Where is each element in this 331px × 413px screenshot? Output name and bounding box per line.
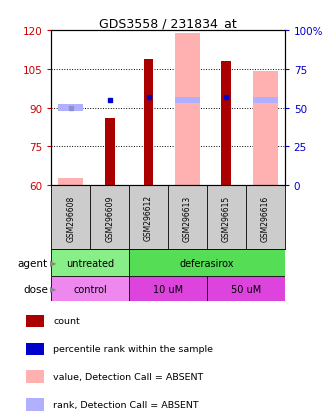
Bar: [58, 105, 83, 112]
Bar: [26, 343, 44, 355]
Text: deferasirox: deferasirox: [180, 258, 234, 268]
Text: agent: agent: [18, 258, 48, 268]
Text: rank, Detection Call = ABSENT: rank, Detection Call = ABSENT: [53, 400, 199, 409]
Text: control: control: [73, 284, 107, 294]
Bar: [51, 250, 129, 277]
Text: ▶: ▶: [50, 285, 56, 294]
Text: untreated: untreated: [66, 258, 114, 268]
Bar: [207, 277, 285, 301]
Text: ▶: ▶: [50, 259, 56, 268]
Text: GSM296615: GSM296615: [222, 195, 231, 241]
Bar: [58, 178, 83, 186]
Text: percentile rank within the sample: percentile rank within the sample: [53, 344, 213, 354]
Text: count: count: [53, 317, 80, 325]
Text: GSM296609: GSM296609: [105, 195, 114, 241]
Bar: [253, 72, 278, 186]
Bar: [129, 250, 285, 277]
Bar: [51, 277, 129, 301]
Text: GSM296613: GSM296613: [183, 195, 192, 241]
Text: 10 uM: 10 uM: [153, 284, 183, 294]
Text: dose: dose: [23, 284, 48, 294]
Bar: [175, 97, 200, 104]
Bar: [175, 33, 200, 186]
Title: GDS3558 / 231834_at: GDS3558 / 231834_at: [99, 17, 237, 30]
Bar: [105, 119, 115, 186]
Text: 50 uM: 50 uM: [231, 284, 261, 294]
Bar: [129, 277, 207, 301]
Text: GSM296616: GSM296616: [261, 195, 270, 241]
Text: value, Detection Call = ABSENT: value, Detection Call = ABSENT: [53, 372, 204, 381]
Bar: [253, 97, 278, 104]
Bar: [26, 315, 44, 327]
Bar: [221, 62, 231, 186]
Bar: [144, 59, 153, 186]
Bar: [26, 398, 44, 411]
Text: GSM296608: GSM296608: [66, 195, 75, 241]
Text: GSM296612: GSM296612: [144, 195, 153, 241]
Bar: [26, 370, 44, 383]
